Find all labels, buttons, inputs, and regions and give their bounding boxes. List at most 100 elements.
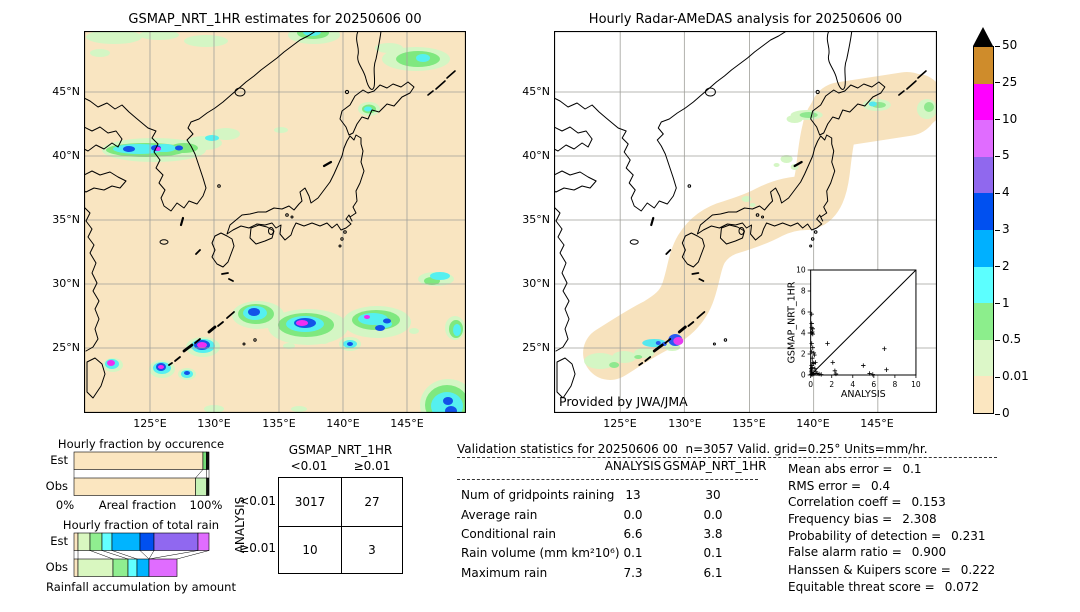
stats-row-label: Average rain bbox=[461, 508, 538, 522]
colorbar-tick-mark bbox=[995, 413, 1000, 415]
scatter-point bbox=[809, 311, 814, 317]
stats-row-label: Conditional rain bbox=[461, 527, 556, 541]
stats-value-analysis: 0.0 bbox=[623, 508, 643, 522]
inset-x-axis-label: ANALYSIS bbox=[841, 389, 886, 400]
metric-name: Probability of detection = bbox=[788, 529, 942, 543]
radar-analysis-map: 0 2 4 6 8 10 0 2 4 6 8 10 ANALYSIS GSMAP_NRT_1HR bbox=[554, 31, 937, 413]
lat-tick-label: 45°N bbox=[52, 85, 80, 98]
colorbar-tick-mark bbox=[995, 303, 1000, 305]
colorbar-tick-mark bbox=[995, 266, 1000, 268]
inset-y-tick-label: 6 bbox=[801, 308, 806, 317]
colorbar-tick-mark bbox=[995, 45, 1000, 47]
colorbar-tick-label: 25 bbox=[1002, 74, 1018, 89]
metric-row: False alarm ratio = 0.900 bbox=[788, 545, 946, 559]
colorbar-segment bbox=[974, 83, 993, 121]
x-axis-hundred-label: 100% bbox=[189, 498, 223, 512]
scatter-point bbox=[809, 321, 814, 326]
est-bar-segment bbox=[73, 532, 79, 551]
colorbar-tick-label: 2 bbox=[1002, 258, 1010, 273]
stats-row-label: Num of gridpoints raining bbox=[461, 488, 615, 502]
lat-tick-label: 40°N bbox=[52, 149, 80, 162]
colorbar-segments bbox=[974, 47, 993, 414]
colorbar-tick-label: 50 bbox=[1002, 38, 1018, 52]
occurrence-bars bbox=[73, 451, 210, 496]
scatter-point bbox=[884, 367, 889, 372]
metric-value: 0.222 bbox=[960, 563, 996, 577]
metric-name: Mean abs error = bbox=[788, 462, 893, 476]
scatter-point bbox=[809, 349, 814, 355]
dashed-divider bbox=[457, 457, 997, 458]
lon-tick-label: 135°E bbox=[262, 417, 296, 430]
lat-tick-label: 35°N bbox=[52, 213, 80, 226]
obs-bar-segment bbox=[73, 558, 79, 577]
scatter-point bbox=[825, 341, 830, 346]
contingency-table: 3017 27 10 3 bbox=[278, 477, 403, 574]
stats-value-analysis: 0.1 bbox=[623, 546, 643, 560]
scatter-point bbox=[809, 363, 814, 368]
stats-row-label: Rain volume (mm km²10⁶) bbox=[461, 546, 620, 560]
scatter-point bbox=[833, 371, 839, 377]
lon-tick-label: 140°E bbox=[796, 417, 830, 430]
inset-x-tick-label: 8 bbox=[892, 380, 897, 389]
colorbar-segment bbox=[974, 120, 993, 158]
lon-tick-label: 130°E bbox=[197, 417, 231, 430]
contingency-cell: 3 bbox=[341, 526, 402, 573]
scatter-point bbox=[816, 371, 822, 377]
x-axis-title: Areal fraction bbox=[98, 498, 177, 512]
bar-connector-line bbox=[101, 550, 129, 560]
lon-tick-label: 140°E bbox=[326, 417, 360, 430]
scatter-point bbox=[882, 346, 887, 351]
colorbar-tick-label: 0 bbox=[1002, 406, 1010, 420]
scatter-point bbox=[810, 345, 815, 350]
colorbar-tick-mark bbox=[995, 119, 1000, 121]
stats-value-analysis: 6.6 bbox=[623, 527, 643, 541]
scatter-point bbox=[809, 341, 814, 346]
colorbar-segment bbox=[974, 47, 993, 85]
obs-bar-segment bbox=[148, 558, 178, 577]
scatter-point bbox=[810, 326, 815, 331]
colorbar-segment bbox=[974, 266, 993, 304]
scatter-point bbox=[832, 368, 838, 373]
colorbar-tick-label: 3 bbox=[1002, 222, 1010, 236]
obs-bar-segment bbox=[136, 558, 150, 577]
scatter-point bbox=[812, 352, 817, 358]
stats-col-header-analysis: ANALYSIS bbox=[604, 459, 662, 473]
scatter-point bbox=[811, 350, 817, 356]
totalrain-bars bbox=[73, 532, 210, 577]
lat-tick-label: 45°N bbox=[522, 85, 550, 98]
stats-col-header-gsmap: GSMAP_NRT_1HR bbox=[663, 459, 767, 473]
colorbar-tick-label: 4 bbox=[1002, 185, 1010, 200]
obs-row-label: Obs bbox=[45, 479, 68, 493]
scatter-point bbox=[810, 365, 815, 370]
obs-bar-segment bbox=[112, 558, 129, 577]
est-bar-segment bbox=[153, 532, 199, 551]
metric-name: Frequency bias = bbox=[788, 512, 893, 526]
stats-value-gsmap: 6.1 bbox=[703, 566, 723, 580]
metric-name: Equitable threat score = bbox=[788, 580, 935, 594]
metric-value: 0.4 bbox=[871, 479, 891, 493]
gsmap-estimates-map bbox=[84, 31, 466, 413]
scatter-point bbox=[811, 371, 817, 377]
left-map-title: GSMAP_NRT_1HR estimates for 20250606 00 bbox=[128, 12, 422, 27]
colorbar-segment bbox=[974, 193, 993, 231]
est-bar-segment bbox=[111, 532, 141, 551]
stats-value-analysis: 7.3 bbox=[623, 566, 643, 580]
stats-value-analysis: 13 bbox=[625, 488, 641, 502]
colorbar-tick-label: 1 bbox=[1002, 295, 1010, 310]
metric-row: Hanssen & Kuipers score = 0.222 bbox=[788, 563, 995, 577]
totalrain-caption: Rainfall accumulation by amount bbox=[46, 580, 236, 594]
est-bar-segment bbox=[197, 532, 210, 551]
lon-tick-label: 130°E bbox=[668, 417, 702, 430]
obs-bar-segment bbox=[73, 477, 196, 496]
scatter-point bbox=[809, 325, 814, 330]
metric-value: 0.1 bbox=[902, 462, 922, 476]
dashed-divider bbox=[457, 479, 758, 480]
scatter-point bbox=[810, 329, 815, 335]
inset-x-tick-label: 4 bbox=[850, 380, 855, 389]
contingency-col-axis-title: GSMAP_NRT_1HR bbox=[288, 443, 393, 457]
inset-x-tick-label: 10 bbox=[911, 380, 921, 389]
stats-value-gsmap: 0.0 bbox=[703, 508, 723, 522]
colorbar-tick-mark bbox=[995, 192, 1000, 194]
inset-x-tick-label: 2 bbox=[829, 380, 834, 389]
contingency-cell: 10 bbox=[279, 526, 341, 573]
